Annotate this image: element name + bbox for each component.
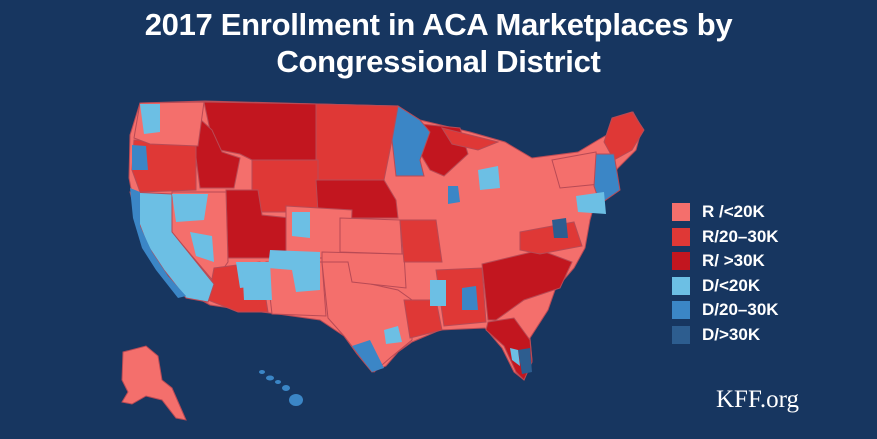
region-hawaii bbox=[259, 370, 303, 406]
region-texas-south bbox=[352, 340, 384, 372]
region-maine bbox=[603, 111, 645, 161]
region-dc-area bbox=[552, 218, 568, 238]
region-portland bbox=[132, 145, 148, 170]
legend-item-d-20-30k: D/20–30K bbox=[672, 298, 779, 323]
region-new-mexico-dem bbox=[268, 250, 320, 292]
region-seattle bbox=[140, 104, 160, 134]
region-louisiana bbox=[403, 299, 443, 339]
region-houston bbox=[384, 326, 402, 344]
legend-label: R/ >30K bbox=[702, 251, 765, 271]
title-line-1: 2017 Enrollment in ACA Marketplaces by bbox=[144, 7, 733, 42]
legend-label: D/20–30K bbox=[702, 300, 779, 320]
region-alabama-dem bbox=[462, 286, 478, 310]
legend: R /<20K R/20–30K R/ >30K D/<20K D/20–30K… bbox=[672, 200, 779, 347]
legend-item-r-over-30k: R/ >30K bbox=[672, 249, 779, 274]
region-dakotas bbox=[315, 103, 399, 181]
legend-swatch bbox=[672, 301, 690, 320]
legend-label: D/<20K bbox=[702, 275, 761, 295]
region-minnesota bbox=[391, 105, 431, 177]
page-title: 2017 Enrollment in ACA Marketplaces by C… bbox=[0, 6, 877, 80]
region-chicago bbox=[448, 186, 460, 204]
legend-swatch bbox=[672, 203, 690, 222]
region-california-coast bbox=[130, 188, 186, 298]
region-new-england bbox=[593, 153, 621, 205]
legend-item-r-20-30k: R/20–30K bbox=[672, 225, 779, 250]
region-florida-south bbox=[518, 348, 532, 374]
legend-label: D/>30K bbox=[702, 324, 761, 344]
legend-item-d-over-30k: D/>30K bbox=[672, 323, 779, 348]
legend-item-r-under-20k: R /<20K bbox=[672, 200, 779, 225]
legend-label: R/20–30K bbox=[702, 226, 779, 246]
region-mich-up bbox=[440, 127, 500, 151]
legend-label: R /<20K bbox=[702, 202, 765, 222]
legend-swatch bbox=[672, 227, 690, 246]
legend-swatch bbox=[672, 325, 690, 344]
region-new-york-dem bbox=[576, 192, 606, 214]
region-alaska bbox=[121, 345, 187, 421]
region-missouri bbox=[399, 219, 443, 263]
brand-logo-text: KFF.org bbox=[716, 386, 799, 413]
region-wyoming bbox=[251, 159, 319, 213]
title-line-2: Congressional District bbox=[276, 44, 601, 79]
region-michigan-dem bbox=[478, 166, 500, 190]
region-colorado-dem bbox=[292, 212, 310, 238]
region-southwest-fl bbox=[510, 348, 520, 366]
legend-swatch bbox=[672, 276, 690, 295]
region-southeast-dem bbox=[430, 280, 446, 306]
region-west-dem bbox=[242, 262, 272, 300]
region-nevada-dem bbox=[190, 232, 214, 262]
legend-swatch bbox=[672, 252, 690, 271]
region-kansas bbox=[339, 217, 403, 255]
region-idaho-dem bbox=[172, 194, 208, 222]
legend-item-d-under-20k: D/<20K bbox=[672, 274, 779, 299]
region-mississippi-alabama bbox=[435, 267, 487, 327]
